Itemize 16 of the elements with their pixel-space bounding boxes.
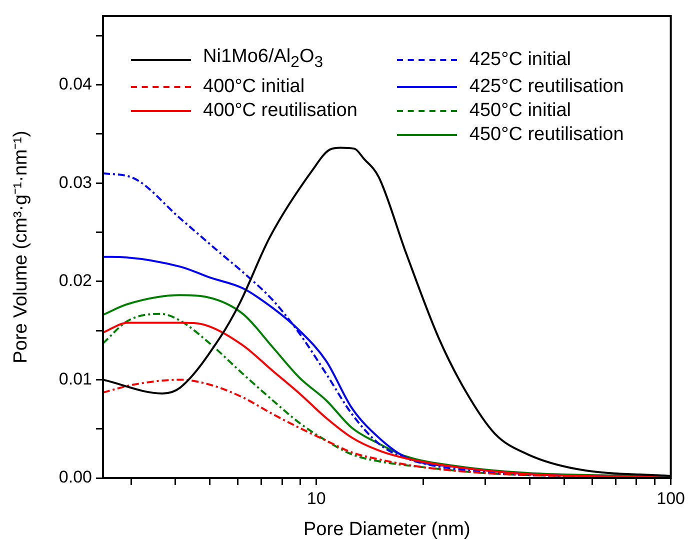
y-axis-title: Pore Volume (cm³·g⁻¹·nm⁻¹) (10, 130, 32, 364)
y-tick-label: 0.02 (58, 271, 92, 290)
y-tick-label: 0.03 (58, 172, 92, 192)
legend-label: Ni1Mo6/Al$_{2}$O$_{3}$ (203, 46, 324, 73)
x-tick-label: 10 (306, 488, 326, 508)
y-tick-label: 0.01 (58, 369, 92, 388)
x-axis-title: Pore Diameter (nm) (303, 518, 470, 540)
legend-label: 450°C reutilisation (469, 124, 624, 146)
legend-label: 425°C initial (469, 48, 572, 71)
legend-label: 450°C initial (469, 100, 572, 122)
y-tick-label: 0.04 (58, 74, 92, 94)
x-tick-label: 100 (656, 488, 686, 508)
legend-label: 425°C reutilisation (469, 76, 624, 98)
legend-label: 400°C reutilisation (203, 100, 358, 122)
y-tick-label: 0.00 (58, 468, 92, 487)
legend-label: 400°C initial (203, 76, 305, 98)
